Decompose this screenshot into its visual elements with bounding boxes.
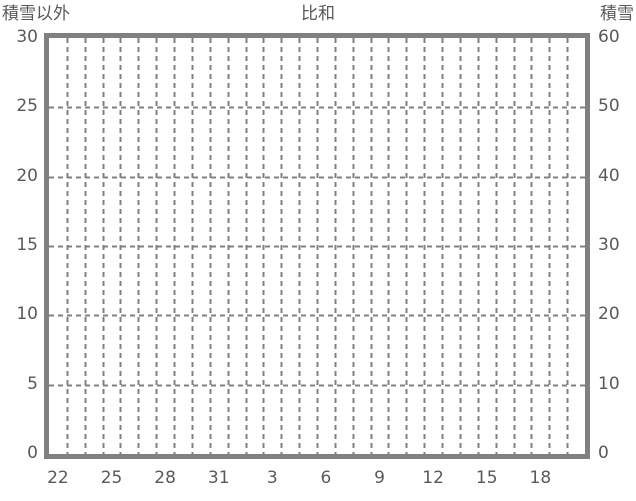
x-tick-label: 9 (374, 468, 385, 488)
right-y-tick-label: 30 (598, 235, 620, 255)
x-tick-label: 3 (266, 468, 278, 488)
vertical-gridlines (66, 38, 569, 454)
x-tick-label: 25 (100, 468, 123, 488)
plot-inner (49, 38, 585, 454)
x-tick-label: 12 (422, 468, 444, 488)
left-y-tick-label: 0 (27, 443, 38, 463)
right-axis-caption: 積雪 (600, 4, 634, 24)
left-y-tick-label: 30 (16, 27, 38, 47)
x-tick-label: 22 (47, 468, 69, 488)
x-tick-label: 15 (475, 468, 498, 488)
chart-title: 比和 (301, 4, 335, 24)
right-y-tick-label: 10 (598, 373, 620, 394)
left-y-tick-label: 10 (16, 304, 38, 325)
x-tick-label: 6 (320, 468, 332, 488)
x-tick-label: 28 (154, 468, 176, 488)
right-y-tick-label: 60 (598, 27, 620, 47)
right-y-tick-label: 0 (598, 443, 609, 463)
right-y-tick-label: 50 (598, 96, 620, 117)
right-y-tick-label: 40 (598, 165, 620, 186)
plot-area (44, 33, 590, 459)
left-axis-caption: 積雪以外 (2, 4, 70, 24)
left-y-tick-label: 15 (16, 235, 38, 255)
right-y-tick-label: 20 (598, 304, 620, 325)
x-tick-label: 18 (529, 468, 552, 488)
left-y-tick-label: 20 (16, 165, 38, 186)
x-tick-label: 31 (207, 468, 230, 488)
left-y-tick-label: 5 (27, 373, 38, 394)
gridlines (49, 38, 585, 454)
left-y-tick-label: 25 (16, 96, 38, 117)
